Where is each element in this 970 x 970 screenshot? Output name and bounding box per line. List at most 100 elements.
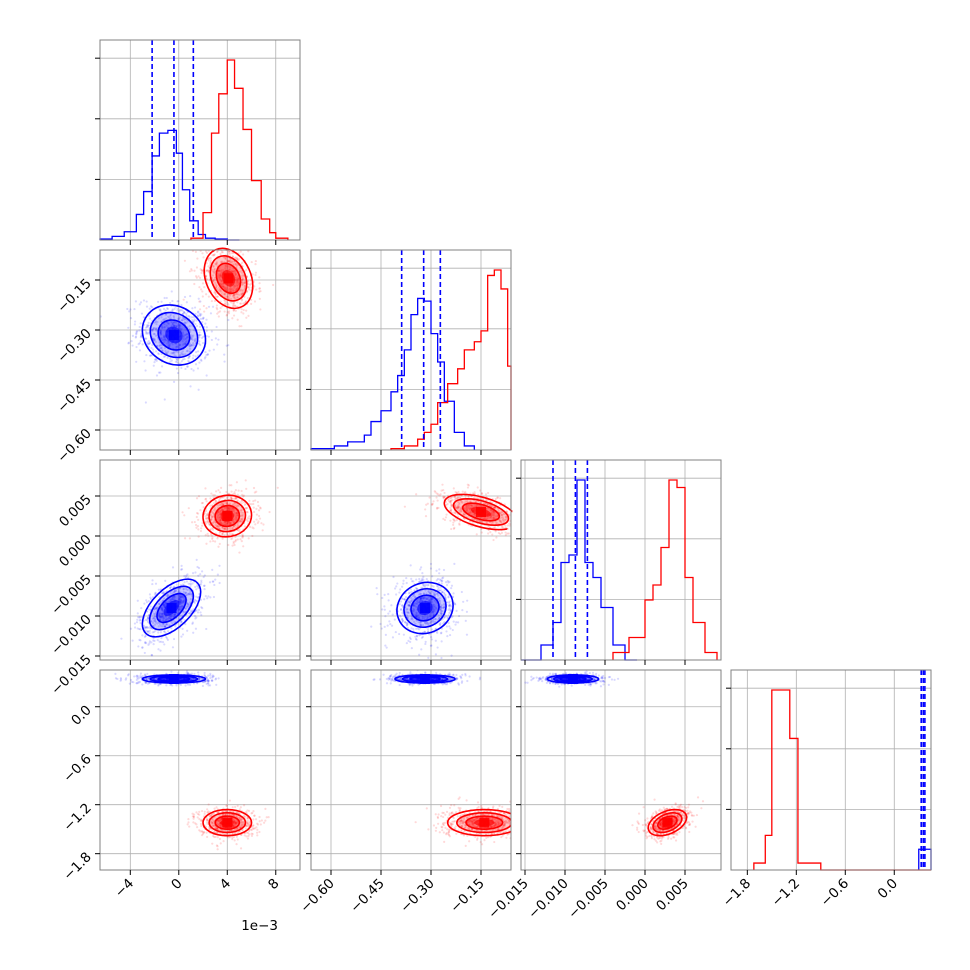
scatter-point [143,651,146,655]
scatter-point [449,500,452,503]
scatter-point [512,512,514,514]
scatter-point [207,259,210,262]
scatter-point [139,322,142,325]
scatter-point [438,616,441,619]
scatter-point [216,272,220,276]
scatter-point [152,326,155,330]
scatter-point [195,595,198,598]
scatter-point [223,353,226,356]
scatter-point [186,349,189,352]
scatter-point [151,631,154,634]
scatter-point [155,322,158,326]
scatter-point [197,596,200,599]
scatter-point [148,631,151,635]
scatter-point [476,486,479,489]
scatter-point [173,590,176,594]
scatter-point [158,344,161,347]
scatter-point [197,608,201,611]
scatter-point [178,594,181,598]
scatter-point [205,269,208,272]
scatter-point [153,607,156,611]
scatter-point [209,497,212,500]
scatter-point [172,597,175,601]
scatter-point [163,604,166,607]
scatter-point [171,597,174,601]
scatter-point [126,307,129,311]
scatter-point [205,627,208,631]
scatter-point [168,616,171,619]
scatter-point [163,326,166,329]
scatter-point [158,596,161,599]
scatter-point [228,508,232,511]
scatter-point [405,623,408,626]
scatter-point [202,575,205,579]
scatter-point [234,280,237,283]
scatter-point [216,308,219,311]
scatter-point [180,605,184,608]
scatter-point [401,611,404,614]
scatter-point [223,526,226,529]
scatter-point [210,510,213,513]
scatter-point [127,342,130,345]
scatter-point [214,500,217,503]
scatter-point [452,527,456,530]
scatter-point [152,337,155,340]
scatter-point [173,589,176,593]
scatter-point [154,629,157,632]
scatter-point [224,523,227,526]
scatter-point [212,253,216,257]
scatter-point [427,623,430,626]
scatter-point [223,244,225,246]
scatter-point [149,597,153,601]
scatter-point [188,315,191,318]
scatter-point [197,574,200,577]
scatter-point [380,627,383,630]
scatter-point [406,626,410,630]
scatter-point [213,276,217,280]
scatter-point [515,519,517,521]
scatter-point [227,289,230,292]
scatter-point [219,509,222,512]
scatter-point [234,535,237,539]
scatter-point [246,279,250,283]
scatter-point [188,328,191,331]
scatter-point [177,300,180,303]
scatter-point [404,610,407,613]
scatter-point [170,290,173,293]
scatter-point [135,621,139,624]
scatter-point [145,681,148,684]
scatter-point [214,281,217,284]
scatter-point [236,285,239,288]
scatter-point [170,352,173,355]
scatter-point [213,253,216,256]
scatter-point [253,520,256,523]
scatter-point [186,592,189,595]
scatter-point [182,311,186,314]
scatter-point [145,300,148,303]
scatter-point [210,516,214,519]
scatter-point [183,342,186,345]
scatter-point [429,615,432,618]
scatter-point [146,342,150,346]
scatter-point [160,300,163,303]
scatter-point [256,500,260,504]
scatter-point [426,622,429,625]
scatter-point [219,279,222,282]
scatter-point [211,254,214,257]
scatter-point [147,630,150,633]
scatter-point [215,304,219,307]
scatter-point [258,276,261,279]
scatter-point [157,317,161,320]
scatter-point [432,500,435,503]
scatter-point [158,613,161,616]
scatter-point [156,639,159,642]
scatter-point [157,588,160,591]
scatter-point [177,598,181,601]
scatter-point [160,616,163,619]
scatter-point [139,336,142,339]
scatter-point [224,257,227,260]
scatter-point [231,270,235,273]
scatter-point [205,318,208,321]
scatter-point [216,517,219,520]
scatter-point [419,597,423,600]
